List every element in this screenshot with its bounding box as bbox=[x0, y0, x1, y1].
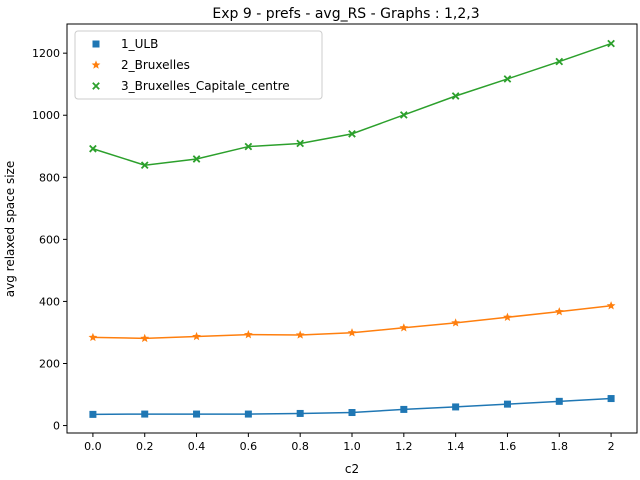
data-point bbox=[89, 144, 97, 153]
data-point bbox=[348, 130, 356, 138]
series-1_ULB bbox=[89, 395, 615, 418]
legend-marker bbox=[92, 40, 100, 48]
x-tick-label: 0.6 bbox=[240, 440, 258, 453]
data-point bbox=[244, 142, 253, 151]
y-tick-label: 400 bbox=[39, 295, 60, 308]
data-point bbox=[555, 397, 563, 405]
series-2_Bruxelles bbox=[88, 301, 616, 343]
data-point bbox=[89, 410, 97, 418]
data-point bbox=[88, 332, 98, 342]
legend-label: 3_Bruxelles_Capitale_centre bbox=[121, 79, 290, 93]
chart-title: Exp 9 - prefs - avg_RS - Graphs : 1,2,3 bbox=[212, 6, 479, 22]
x-axis: 0.0 0.2 0.4 0.6 0.8 1.0 1.2 1.4 1.6 1.8 2 bbox=[84, 433, 615, 453]
data-point bbox=[400, 405, 408, 413]
y-tick-label: 800 bbox=[39, 171, 60, 184]
data-point bbox=[296, 409, 304, 417]
data-point bbox=[141, 410, 149, 418]
y-axis-label: avg relaxed space size bbox=[3, 161, 17, 297]
y-tick-label: 0 bbox=[53, 420, 60, 433]
series-layer bbox=[88, 39, 616, 418]
series-3_Bruxelles_Capitale_centre bbox=[89, 39, 615, 170]
data-point bbox=[296, 139, 305, 148]
data-point bbox=[503, 312, 512, 321]
data-point bbox=[193, 410, 201, 418]
data-point bbox=[607, 395, 615, 403]
data-point bbox=[192, 331, 201, 341]
legend-box bbox=[74, 30, 323, 100]
y-tick-label: 1000 bbox=[32, 109, 60, 122]
data-point bbox=[399, 323, 409, 332]
data-point bbox=[244, 410, 252, 418]
x-tick-label: 0.2 bbox=[136, 440, 154, 453]
x-tick-label: 0.8 bbox=[291, 440, 309, 453]
legend-marker bbox=[91, 60, 101, 69]
data-point bbox=[451, 92, 460, 100]
y-tick-label: 600 bbox=[39, 233, 60, 246]
x-tick-label: 1.8 bbox=[551, 440, 569, 453]
data-point bbox=[348, 409, 356, 417]
data-point bbox=[554, 307, 564, 316]
data-point bbox=[503, 75, 512, 83]
y-tick-label: 1200 bbox=[32, 47, 60, 60]
data-point bbox=[140, 161, 149, 170]
data-point bbox=[347, 328, 357, 337]
data-point bbox=[399, 111, 408, 119]
data-point bbox=[192, 155, 201, 163]
data-point bbox=[295, 330, 305, 339]
data-point bbox=[606, 301, 616, 310]
x-tick-label: 0.4 bbox=[188, 440, 206, 453]
x-tick-label: 1.6 bbox=[499, 440, 517, 453]
data-point bbox=[451, 318, 461, 327]
data-point bbox=[503, 400, 511, 408]
x-tick-label: 1.4 bbox=[447, 440, 465, 453]
data-point bbox=[243, 330, 253, 339]
legend-label: 2_Bruxelles bbox=[121, 58, 190, 72]
x-tick-label: 1.0 bbox=[343, 440, 361, 453]
data-point bbox=[607, 39, 615, 48]
x-tick-label: 1.2 bbox=[395, 440, 413, 453]
data-point bbox=[140, 333, 150, 343]
y-axis: 0 200 400 600 800 1000 1200 bbox=[32, 47, 67, 433]
legend-label: 1_ULB bbox=[121, 37, 158, 51]
x-tick-label: 2 bbox=[608, 440, 615, 453]
data-point bbox=[555, 57, 564, 66]
x-axis-label: c2 bbox=[345, 462, 359, 476]
y-tick-label: 200 bbox=[39, 357, 60, 370]
x-tick-label: 0.0 bbox=[84, 440, 102, 453]
legend: 1_ULB 2_Bruxelles 3_Bruxelles_Capitale_cen… bbox=[74, 30, 323, 100]
data-point bbox=[452, 403, 460, 411]
legend-marker bbox=[92, 82, 100, 90]
